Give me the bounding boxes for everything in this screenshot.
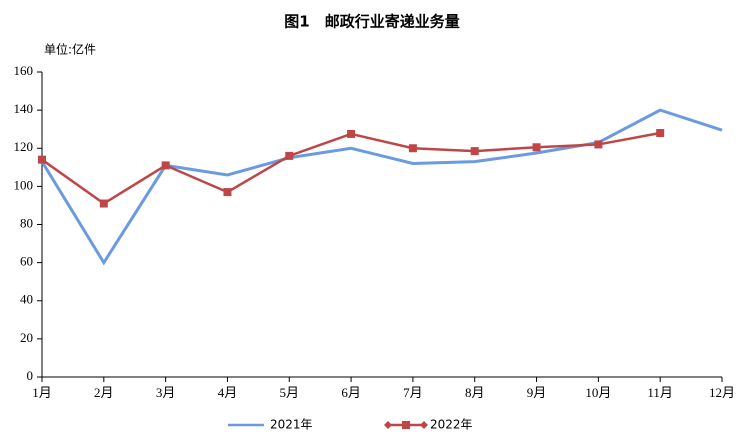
series-line (41, 131, 661, 206)
point-marker (99, 199, 108, 208)
x-tick-label: 6月 (341, 385, 361, 400)
x-tick-label: 2月 (94, 385, 114, 400)
y-tick-label: 0 (27, 368, 34, 383)
x-tick-label: 11月 (647, 385, 673, 400)
y-tick-label: 100 (14, 177, 34, 192)
chart-title: 图1 邮政行业寄递业务量 (284, 13, 459, 31)
point-marker (656, 129, 665, 137)
x-tick-label: 7月 (403, 385, 423, 400)
x-tick-label: 8月 (465, 385, 485, 400)
y-tick-label: 40 (20, 292, 33, 307)
x-tick-label: 5月 (280, 385, 300, 400)
point-marker (470, 147, 479, 156)
x-tick-label: 3月 (156, 385, 176, 400)
y-tick-label: 120 (14, 139, 34, 154)
legend-marker (402, 421, 410, 429)
x-tick-label: 9月 (527, 385, 547, 400)
point-marker (408, 144, 417, 153)
point-marker (347, 129, 356, 138)
y-tick-label: 20 (20, 330, 33, 345)
legend-marker (384, 421, 428, 429)
point-marker (38, 155, 46, 164)
y-axis-label: 单位:亿件 (44, 42, 96, 57)
point-marker (161, 161, 170, 170)
point-marker (532, 143, 541, 152)
point-marker (223, 188, 232, 197)
x-tick-label: 1月 (32, 385, 52, 400)
y-tick-label: 160 (14, 63, 34, 78)
point-marker (285, 151, 294, 160)
point-marker (594, 140, 603, 149)
legend-label: 2021年 (270, 418, 313, 432)
x-tick-label: 4月 (218, 385, 238, 400)
y-tick-label: 60 (20, 254, 33, 269)
x-tick-label: 10月 (585, 385, 611, 400)
legend-label: 2022年 (430, 418, 473, 432)
series-line (40, 108, 723, 266)
y-tick-label: 80 (20, 215, 33, 230)
x-tick-label: 12月 (709, 385, 735, 400)
y-tick-label: 140 (14, 101, 34, 116)
